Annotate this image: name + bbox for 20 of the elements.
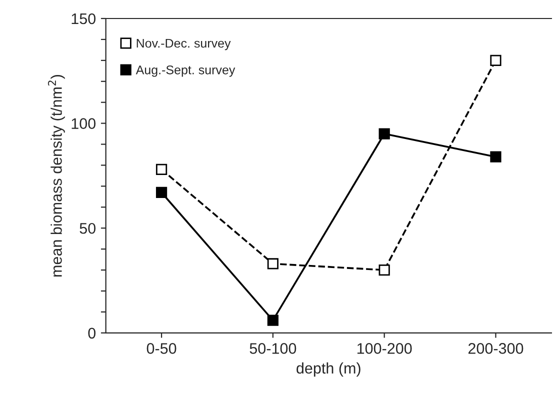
point	[490, 54, 502, 66]
x-tick-label: 100-200	[357, 343, 412, 354]
legend-label: Aug.-Sept. survey	[136, 65, 236, 77]
y-axis-title: mean biomass density (t/nm$^{2}$)	[48, 74, 65, 277]
y-tick-label: 100	[72, 118, 96, 129]
legend-label: Nov.-Dec. survey	[136, 38, 231, 50]
x-axis-title: depth (m)	[296, 362, 360, 377]
x-tick-label: 0-50	[146, 343, 176, 354]
point	[156, 186, 168, 198]
point	[378, 128, 390, 140]
x-tick-label: 50-100	[250, 343, 296, 354]
point	[378, 264, 390, 276]
x-tick-label: 200-300	[468, 343, 524, 354]
point	[267, 258, 278, 270]
y-tick-label: 150	[72, 13, 96, 24]
point	[267, 314, 278, 326]
y-tick-label: 50	[80, 222, 96, 234]
point	[156, 164, 168, 175]
point	[490, 151, 502, 162]
y-tick-label: 0	[88, 328, 96, 339]
